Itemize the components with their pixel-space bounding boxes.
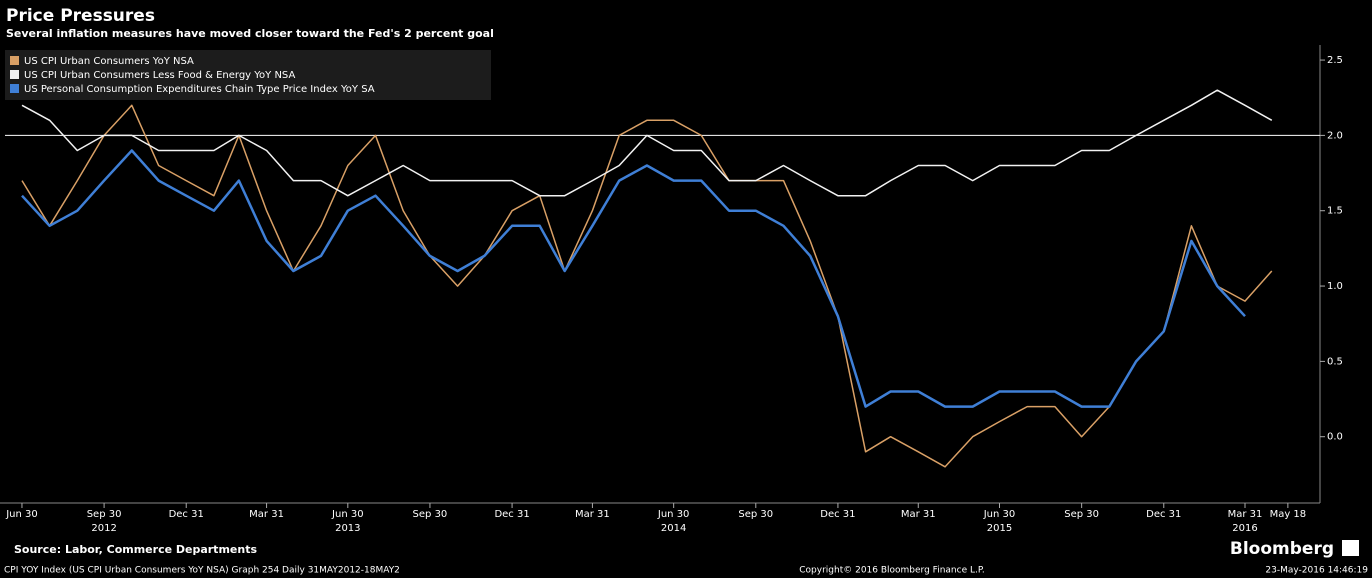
legend-label: US Personal Consumption Expenditures Cha…: [24, 84, 375, 95]
brand-icon: [1342, 540, 1359, 556]
x-tick-label: Mar 31: [901, 509, 936, 520]
x-tick-label: Mar 31: [249, 509, 284, 520]
legend-label: US CPI Urban Consumers YoY NSA: [24, 56, 194, 67]
y-tick-label: 2.5: [1327, 55, 1343, 66]
series-line: [21, 104, 1273, 468]
x-year-label: 2015: [987, 523, 1012, 534]
y-tick-label: 1.0: [1327, 281, 1343, 292]
y-tick-label: 2.0: [1327, 130, 1343, 141]
brand: Bloomberg: [1230, 539, 1334, 559]
y-tick-label: 0.0: [1327, 432, 1343, 443]
x-tick-label: Jun 30: [983, 509, 1016, 520]
y-tick-label: 1.5: [1327, 206, 1343, 217]
x-tick-label: Jun 30: [331, 509, 364, 520]
series-line: [21, 89, 1273, 197]
x-tick-label: Sep 30: [738, 509, 773, 520]
x-year-label: 2013: [335, 523, 360, 534]
footer-left: CPI YOY Index (US CPI Urban Consumers Yo…: [4, 566, 400, 576]
x-tick-label: Mar 31: [1228, 509, 1263, 520]
legend-swatch: [10, 84, 19, 93]
x-tick-label: Mar 31: [575, 509, 610, 520]
x-year-label: 2012: [91, 523, 116, 534]
x-tick-label: Sep 30: [1064, 509, 1099, 520]
source-note: Source: Labor, Commerce Departments: [14, 543, 257, 556]
x-tick-label: Sep 30: [87, 509, 122, 520]
x-year-label: 2016: [1232, 523, 1257, 534]
x-tick-label: Jun 30: [657, 509, 690, 520]
legend-swatch: [10, 70, 19, 79]
x-tick-label: Dec 31: [169, 509, 204, 520]
chart-subtitle: Several inflation measures have moved cl…: [6, 27, 494, 40]
x-tick-label: May 18: [1270, 509, 1307, 520]
legend-box: [5, 50, 491, 100]
x-tick-label: Dec 31: [494, 509, 529, 520]
footer-center: Copyright© 2016 Bloomberg Finance L.P.: [799, 566, 984, 576]
series-line: [21, 149, 1246, 408]
chart-title: Price Pressures: [6, 6, 155, 26]
legend-swatch: [10, 56, 19, 65]
x-tick-label: Dec 31: [1146, 509, 1181, 520]
legend-label: US CPI Urban Consumers Less Food & Energ…: [24, 70, 295, 81]
y-tick-label: 0.5: [1327, 356, 1343, 367]
x-tick-label: Sep 30: [413, 509, 448, 520]
x-year-label: 2014: [661, 523, 686, 534]
x-tick-label: Jun 30: [5, 509, 38, 520]
footer-right: 23-May-2016 14:46:19: [1265, 566, 1368, 576]
x-tick-label: Dec 31: [820, 509, 855, 520]
